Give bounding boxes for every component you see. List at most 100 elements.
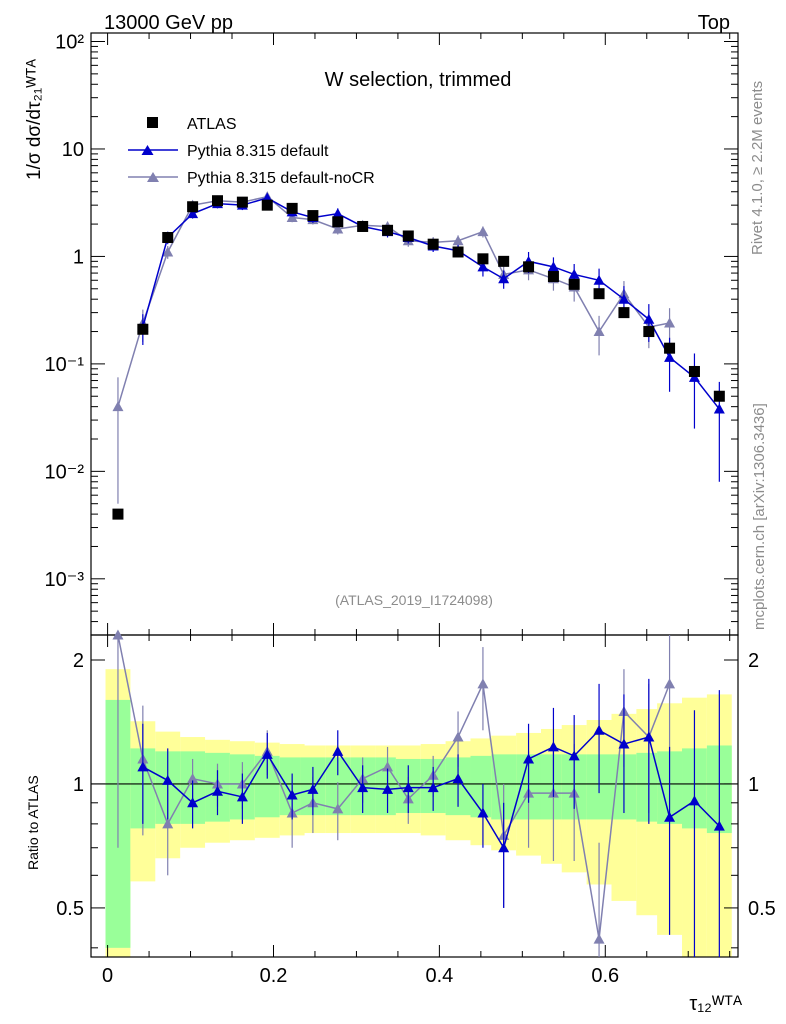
atlas-point [211, 195, 223, 207]
default-point [713, 403, 725, 414]
default-point [187, 208, 199, 219]
y-axis-label-text: 1/σ dσ/dτ₂₁ᵂᵀᴬ [24, 59, 45, 180]
y-tick-label: 1 [73, 246, 84, 268]
default-point [664, 351, 676, 362]
ratio-default-point [427, 782, 439, 793]
atlas-point [593, 288, 605, 300]
ratio-default-point [618, 738, 630, 749]
atlas-point [357, 220, 369, 232]
ratio-tick-label: 2 [73, 650, 84, 672]
header-left: 13000 GeV pp [104, 12, 233, 34]
nocr-point [477, 226, 489, 237]
atlas-point [568, 278, 580, 290]
ratio-default-point [187, 797, 199, 808]
default-point [618, 293, 630, 304]
uncertainty-bands [91, 669, 738, 957]
ratio-default-point [261, 748, 273, 759]
y-tick-label: 10 [62, 139, 84, 161]
default-point [547, 261, 559, 272]
ratio-default-point [452, 773, 464, 784]
ratio-tick-label-right: 1 [748, 774, 759, 796]
atlas-point [286, 202, 298, 214]
ratio-nocr-point [112, 629, 124, 640]
nocr-point [332, 223, 344, 234]
default-line [142, 197, 720, 410]
x-axis-label: τ₁₂ᵂᵀᴬ [689, 993, 743, 1015]
atlas-point [332, 216, 344, 228]
atlas-point [523, 261, 535, 273]
ratio-nocr-point [332, 803, 344, 814]
atlas-point [187, 201, 199, 213]
atlas-point [643, 326, 655, 338]
legend: ATLAS Pythia 8.315 default Pythia 8.315 … [128, 116, 375, 187]
ratio-default-point [664, 811, 676, 822]
ratio-default-point [568, 750, 580, 761]
atlas-point [261, 199, 273, 211]
ratio-default-point [643, 731, 655, 742]
atlas-point [402, 230, 414, 242]
ratio-default-point [477, 807, 489, 818]
ratio-default-point [688, 795, 700, 806]
y-tick-label: 10² [55, 32, 84, 54]
atlas-point [307, 210, 319, 222]
ratio-nocr-point [382, 761, 394, 772]
default-point [477, 261, 489, 272]
series-layer [112, 191, 725, 957]
ratio-default-point [593, 724, 605, 735]
atlas-point [452, 246, 464, 258]
atlas-point [137, 323, 149, 335]
mcplots-label: mcplots.cern.ch [arXiv:1306.3436] [751, 403, 768, 630]
nocr-point [286, 212, 298, 223]
ratio-tick-label-right: 2 [748, 650, 759, 672]
atlas-point [236, 196, 248, 208]
ratio-nocr-line [117, 634, 671, 940]
ratio-nocr-point [452, 731, 464, 742]
analysis-tag: (ATLAS_2019_I1724098) [335, 592, 493, 608]
ratio-default-point [211, 785, 223, 796]
ratio-default-point [357, 782, 369, 793]
axes-ticks: 0 0.2 0.4 0.6 10⁻³ 10⁻² 10⁻¹ 1 10 10² 0.5 0.5 1 1 2 2 [45, 32, 776, 987]
atlas-point [112, 508, 124, 520]
atlas-point [477, 253, 489, 265]
y-tick-label: 10⁻³ [45, 569, 85, 591]
atlas-point [382, 224, 394, 236]
header-right: Top [698, 12, 730, 34]
atlas-point [688, 365, 700, 377]
y-axis-label: 1/σ dσ/dτ₂₁ᵂᵀᴬ [24, 59, 45, 180]
atlas-point [427, 238, 439, 250]
ratio-default-point [523, 753, 535, 764]
ratio-default-point [162, 774, 174, 785]
nocr-point [112, 401, 124, 412]
y-tick-label: 10⁻² [45, 461, 85, 483]
ratio-default-point [332, 745, 344, 756]
x-tick-label: 0.4 [425, 965, 453, 987]
ratio-default-point [402, 782, 414, 793]
rivet-label: Rivet 4.1.0, ≥ 2.2M events [749, 81, 766, 255]
atlas-point [498, 255, 510, 267]
ratio-default-point [137, 761, 149, 772]
ratio-default-point [286, 789, 298, 800]
ratio-tick-label: 1 [73, 774, 84, 796]
y-tick-label: 10⁻¹ [45, 354, 85, 376]
nocr-point [593, 326, 605, 337]
ratio-default-point [236, 791, 248, 802]
nocr-point [452, 235, 464, 246]
legend-marker-default [141, 145, 154, 155]
ratio-y-label: Ratio to ATLAS [25, 775, 41, 870]
default-point [643, 313, 655, 324]
ratio-panel-frame [90, 634, 739, 958]
nocr-point [162, 246, 174, 257]
ratio-default-point [382, 783, 394, 794]
legend-nocr: Pythia 8.315 default-noCR [187, 170, 375, 187]
ratio-tick-label-right: 0.5 [748, 898, 776, 920]
x-tick-label: 0.2 [260, 965, 288, 987]
legend-marker-atlas [147, 117, 158, 128]
default-point [593, 274, 605, 285]
ratio-default-point [498, 842, 510, 853]
default-point [498, 273, 510, 284]
ratio-nocr-point [593, 933, 605, 944]
nocr-line [117, 195, 670, 407]
atlas-point [547, 271, 559, 283]
legend-marker-nocr [147, 172, 159, 182]
